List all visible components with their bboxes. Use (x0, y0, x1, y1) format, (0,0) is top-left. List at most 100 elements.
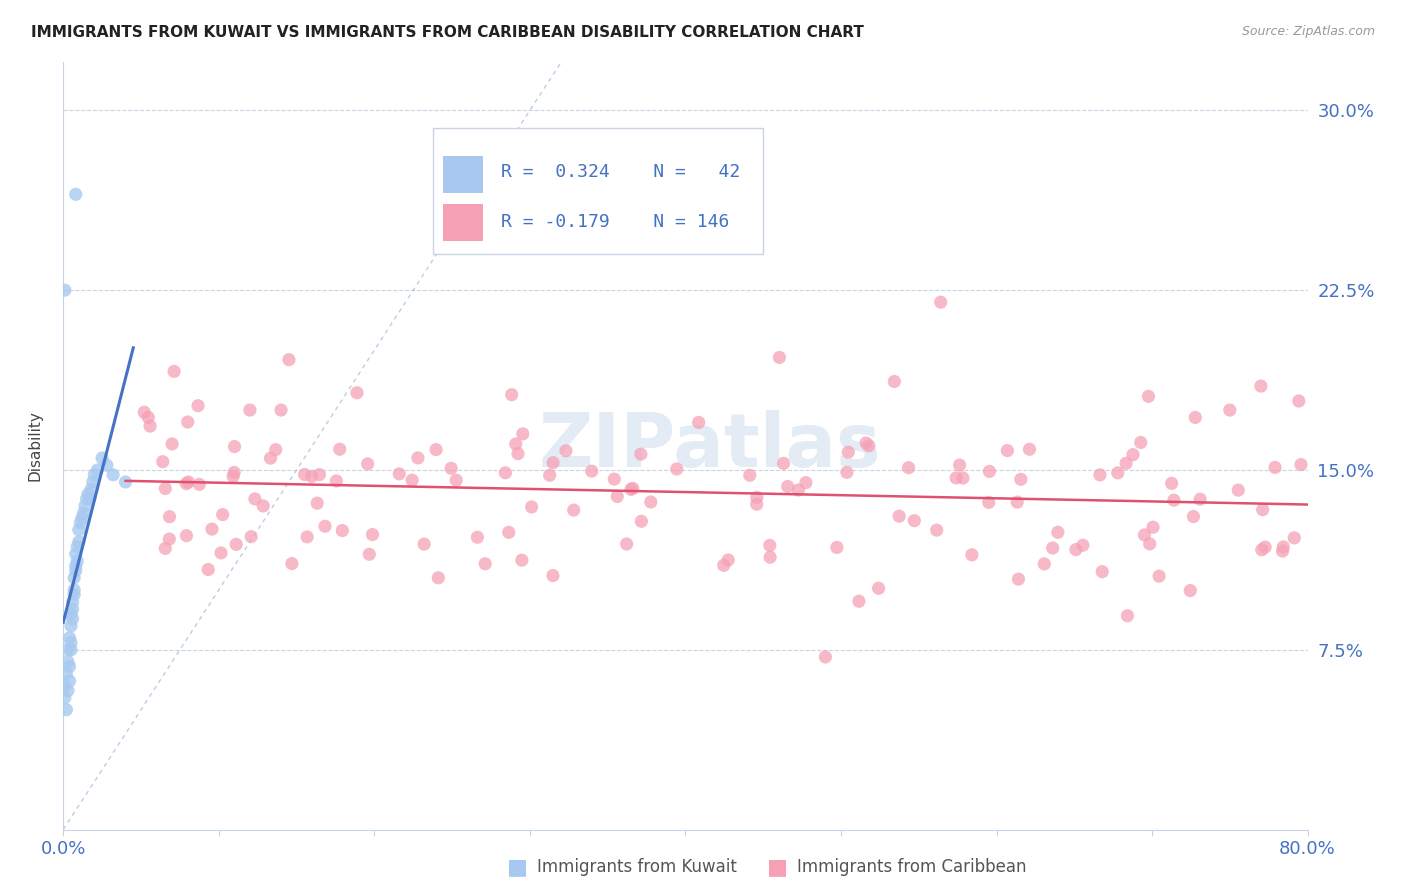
Point (325, 474, 347, 488)
Text: Immigrants from Caribbean: Immigrants from Caribbean (797, 858, 1026, 876)
FancyBboxPatch shape (443, 204, 482, 241)
Point (768, 351, 790, 365)
Point (868, 581, 890, 595)
Point (555, 443, 578, 458)
Point (224, 440, 246, 454)
Point (1147, 569, 1170, 583)
Point (65, 558, 87, 573)
Point (1180, 583, 1202, 598)
Point (53, 283, 76, 297)
Point (1088, 467, 1111, 482)
Point (835, 466, 858, 480)
Point (1264, 460, 1286, 475)
Point (70, 511, 93, 525)
Point (717, 553, 740, 567)
Point (1116, 608, 1139, 623)
Point (510, 553, 533, 567)
Point (259, 451, 281, 466)
Point (65, 564, 87, 578)
Point (1160, 476, 1182, 491)
Point (1033, 557, 1056, 571)
Point (952, 471, 974, 485)
Point (224, 466, 246, 480)
Point (346, 385, 368, 400)
Point (1137, 389, 1160, 403)
Point (139, 419, 162, 434)
Point (1189, 492, 1212, 507)
Point (520, 500, 543, 514)
Point (688, 416, 710, 430)
Point (738, 468, 761, 483)
Point (58, 673, 80, 688)
Point (1042, 541, 1064, 555)
Point (512, 426, 534, 441)
Point (883, 375, 905, 389)
Point (506, 447, 529, 461)
Point (745, 497, 768, 511)
Point (501, 387, 523, 401)
Point (63, 588, 86, 602)
Point (960, 548, 983, 562)
Point (1133, 528, 1156, 542)
Point (1142, 520, 1164, 534)
Point (330, 524, 353, 538)
Point (1250, 542, 1272, 557)
Point (155, 541, 177, 556)
Point (65, 187, 87, 202)
Point (66, 540, 89, 554)
Point (621, 482, 644, 496)
Point (67, 523, 90, 537)
Point (53, 679, 76, 693)
Point (1271, 544, 1294, 558)
Point (58, 659, 80, 673)
Point (56, 655, 79, 669)
Point (252, 499, 274, 513)
Point (440, 461, 463, 475)
Point (56, 642, 79, 657)
Point (494, 466, 516, 480)
Point (541, 456, 564, 470)
Point (73, 499, 96, 513)
Point (538, 468, 561, 483)
Point (79, 491, 101, 506)
Point (474, 557, 496, 571)
Point (295, 530, 318, 544)
Point (929, 295, 952, 310)
Point (772, 456, 794, 470)
Point (188, 477, 211, 491)
Point (887, 509, 910, 524)
Point (444, 473, 467, 487)
Point (239, 403, 262, 417)
Point (401, 473, 423, 487)
Point (294, 467, 316, 482)
Point (606, 490, 628, 504)
Point (270, 403, 292, 417)
Point (201, 522, 224, 536)
Point (1184, 410, 1206, 425)
Point (616, 537, 638, 551)
Point (897, 460, 920, 475)
Point (240, 530, 263, 544)
Point (776, 479, 799, 493)
Point (1007, 572, 1029, 586)
Point (1251, 502, 1274, 516)
Point (329, 442, 352, 457)
Point (603, 472, 626, 486)
Point (413, 537, 436, 551)
Point (56, 683, 79, 698)
Point (1182, 509, 1205, 524)
Point (65, 547, 87, 561)
Point (308, 467, 330, 482)
Point (314, 519, 336, 533)
Point (848, 594, 870, 608)
Point (630, 514, 652, 528)
Point (96, 458, 118, 473)
Point (1129, 435, 1152, 450)
Point (60, 619, 83, 633)
Point (86, 463, 108, 477)
Point (505, 437, 527, 451)
Text: ZIPatlas: ZIPatlas (538, 409, 882, 483)
Point (77, 487, 100, 501)
Point (82, 475, 104, 489)
Point (62, 612, 84, 626)
